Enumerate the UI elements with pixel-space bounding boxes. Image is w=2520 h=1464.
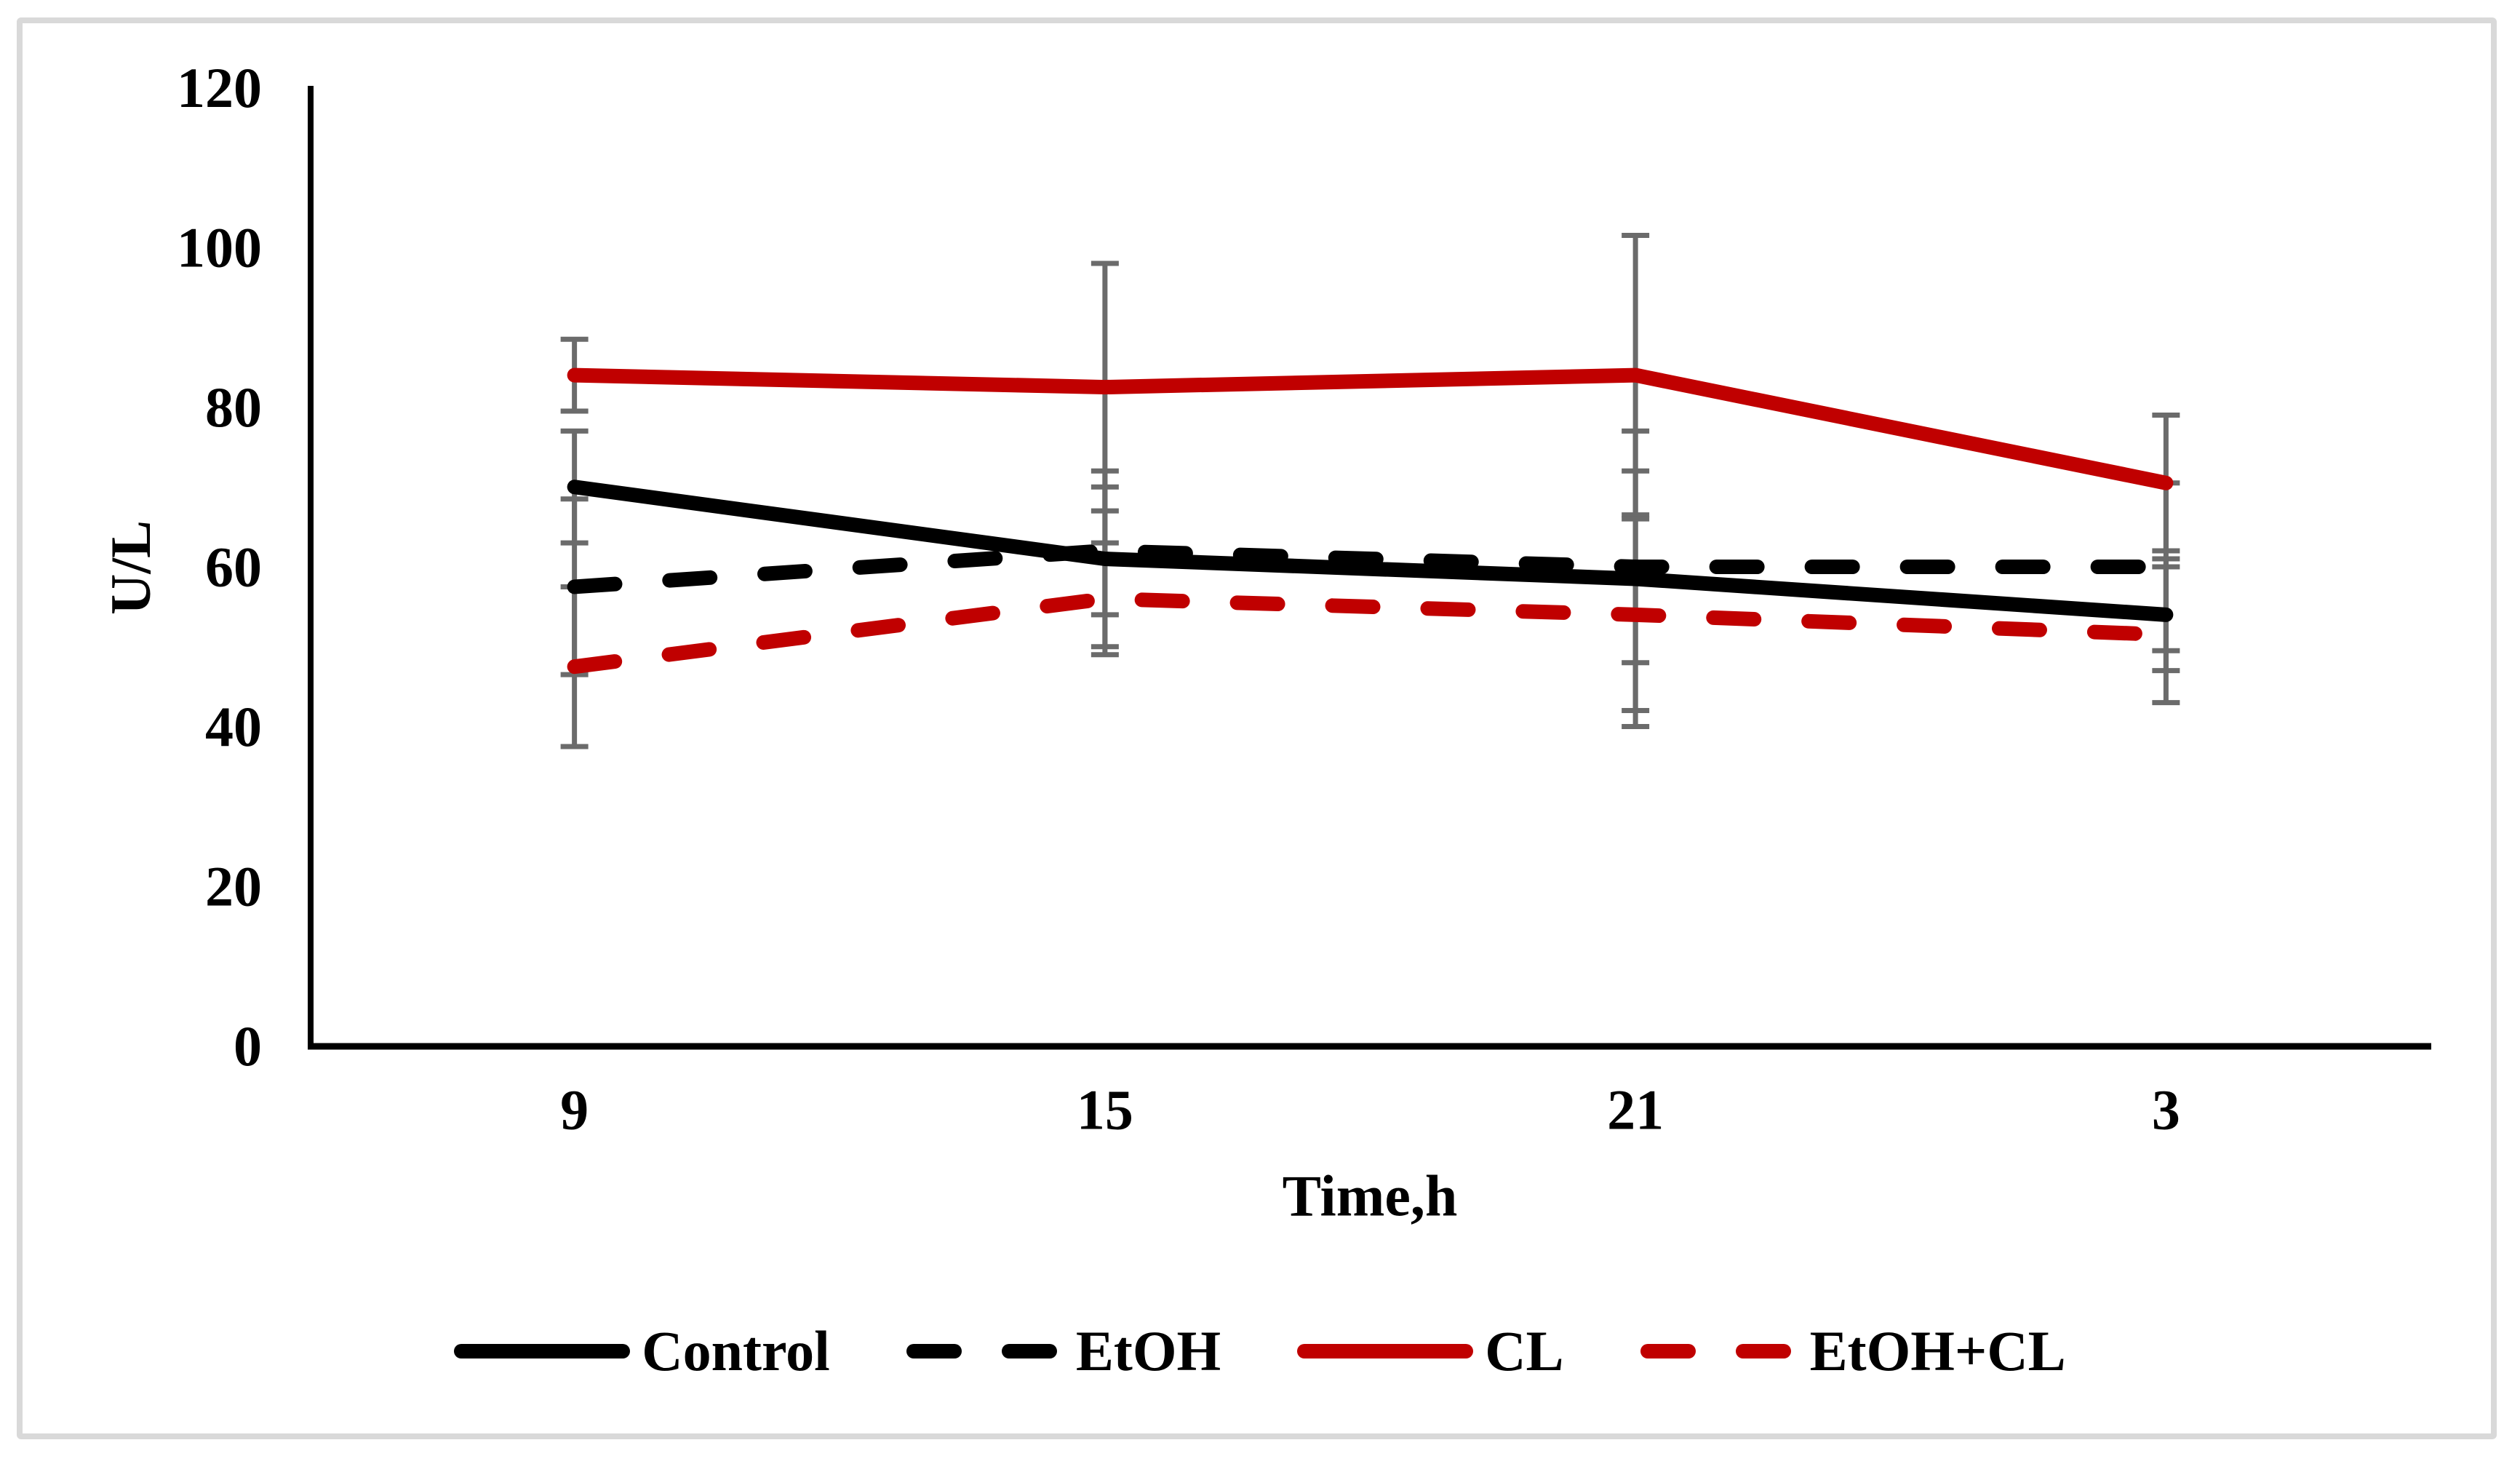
legend-item-Control: Control — [454, 1318, 830, 1384]
y-tick-label: 20 — [205, 855, 262, 918]
y-tick-label: 100 — [177, 216, 262, 279]
legend-label: Control — [642, 1319, 830, 1383]
y-tick-label: 40 — [205, 695, 262, 758]
legend-swatch-EtOH — [906, 1344, 1064, 1358]
y-tick-label: 80 — [205, 375, 262, 439]
legend-swatch-Control — [454, 1344, 631, 1358]
x-tick-label: 3 — [2152, 1078, 2180, 1142]
x-axis-title: Time,h — [1282, 1164, 1458, 1229]
legend-label: CL — [1485, 1319, 1564, 1383]
x-tick-label: 21 — [1607, 1078, 1664, 1142]
series-line-CL — [567, 367, 2174, 490]
series-line-EtOH+CL — [567, 591, 2174, 675]
figure-border — [17, 17, 2497, 1439]
legend-item-CL: CL — [1297, 1318, 1564, 1384]
y-tick-label: 120 — [177, 56, 262, 119]
legend-swatch-EtOH+CL — [1640, 1344, 1798, 1358]
legend: Control EtOH CL EtOH+CL — [0, 1318, 2520, 1384]
x-tick-label: 15 — [1077, 1078, 1133, 1142]
legend-label: EtOH+CL — [1809, 1319, 2066, 1383]
legend-label: EtOH — [1075, 1319, 1221, 1383]
series-line-EtOH — [567, 544, 2174, 594]
series-line-Control — [567, 480, 2174, 622]
x-tick-label: 9 — [560, 1078, 589, 1142]
y-axis-title: U/L — [99, 520, 162, 616]
error-bar-EtOH+CL — [2152, 564, 2180, 706]
legend-swatch-CL — [1297, 1344, 1474, 1358]
y-tick-label: 60 — [205, 536, 262, 599]
y-tick-label: 0 — [234, 1014, 262, 1078]
legend-item-EtOH: EtOH — [906, 1318, 1221, 1384]
legend-item-EtOH+CL: EtOH+CL — [1640, 1318, 2066, 1384]
